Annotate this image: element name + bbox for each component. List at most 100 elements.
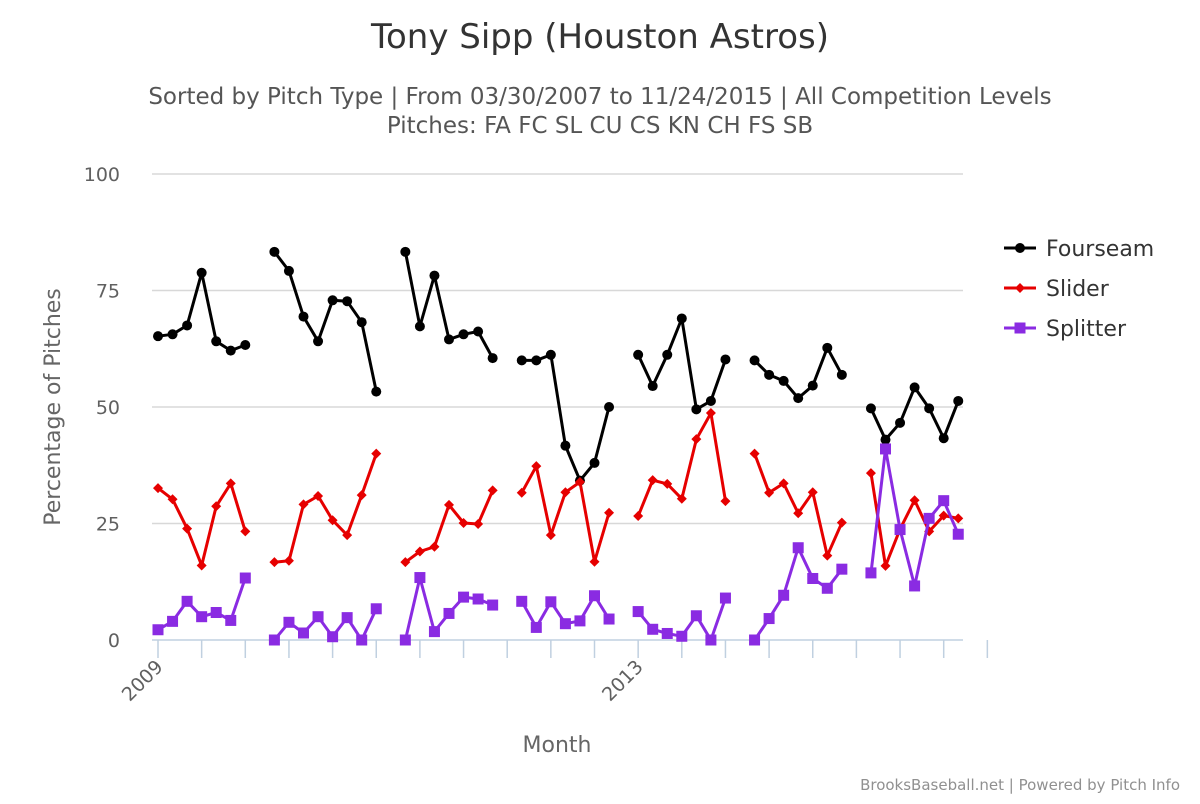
point-splitter	[792, 542, 804, 554]
point-slider	[167, 494, 178, 505]
point-fourseam	[924, 403, 935, 414]
point-fourseam	[807, 380, 818, 391]
point-slider	[444, 499, 454, 510]
point-slider	[836, 517, 847, 528]
x-tick-label-2009: 2009	[118, 656, 168, 706]
point-slider	[865, 468, 876, 479]
point-splitter	[312, 611, 324, 623]
point-splitter	[516, 595, 528, 607]
grid-lines	[152, 173, 963, 525]
point-fourseam	[865, 403, 876, 414]
point-splitter	[647, 623, 659, 635]
point-splitter	[399, 634, 411, 646]
point-slider	[662, 478, 673, 489]
y-tick-label-75: 75	[96, 281, 120, 303]
credits-text[interactable]: BrooksBaseball.net | Powered by Pitch In…	[860, 776, 1180, 794]
point-slider	[822, 550, 833, 561]
point-fourseam	[895, 417, 906, 428]
point-splitter	[327, 631, 339, 643]
point-splitter	[676, 630, 688, 642]
point-splitter	[865, 567, 877, 579]
point-splitter	[472, 593, 484, 605]
point-splitter	[414, 572, 426, 584]
point-splitter	[749, 634, 761, 646]
point-splitter	[632, 606, 644, 618]
point-splitter	[778, 589, 790, 601]
legend-marker-slider	[1015, 283, 1025, 293]
point-splitter	[821, 582, 833, 594]
point-splitter	[545, 596, 557, 608]
point-slider	[342, 530, 353, 541]
point-fourseam	[240, 340, 251, 351]
series-line-fourseam	[157, 250, 960, 483]
point-fourseam	[938, 433, 949, 444]
point-splitter	[356, 634, 368, 646]
point-slider	[793, 508, 804, 519]
point-fourseam	[647, 381, 658, 392]
point-splitter	[894, 524, 906, 536]
point-splitter	[428, 626, 440, 638]
point-slider	[429, 541, 440, 552]
legend-item-splitter[interactable]: Splitter	[1004, 317, 1127, 342]
point-slider	[327, 515, 338, 526]
point-fourseam	[283, 265, 294, 276]
point-slider	[705, 408, 716, 419]
point-slider	[531, 461, 542, 472]
point-splitter	[574, 615, 586, 627]
point-splitter	[341, 612, 353, 624]
point-slider	[633, 511, 644, 522]
y-tick-label-25: 25	[96, 514, 120, 536]
point-slider	[749, 448, 760, 459]
point-splitter	[283, 616, 295, 628]
series-line-splitter	[157, 447, 960, 642]
point-fourseam	[764, 369, 775, 380]
legend-item-slider[interactable]: Slider	[1004, 277, 1110, 302]
point-fourseam	[822, 342, 833, 353]
point-slider	[560, 487, 571, 498]
point-splitter	[603, 613, 615, 625]
point-slider	[764, 487, 775, 498]
point-splitter	[705, 634, 717, 646]
x-axis: 2009 2013	[118, 639, 989, 706]
point-fourseam	[167, 329, 178, 340]
legend: Fourseam Slider Splitter	[1004, 237, 1154, 342]
point-slider	[298, 499, 309, 510]
point-fourseam	[473, 326, 484, 337]
point-slider	[487, 485, 498, 496]
point-slider	[778, 478, 789, 489]
point-splitter	[239, 572, 251, 584]
series-splitter	[152, 443, 964, 646]
point-fourseam	[269, 246, 280, 257]
point-slider	[953, 513, 964, 524]
point-splitter	[719, 592, 731, 604]
y-axis: 0 25 50 75 100	[84, 164, 120, 652]
point-splitter	[807, 572, 819, 584]
point-fourseam	[414, 321, 425, 332]
point-splitter	[225, 614, 237, 626]
point-fourseam	[720, 354, 731, 365]
point-fourseam	[196, 267, 207, 278]
series-line-slider	[157, 411, 959, 568]
point-slider	[676, 493, 687, 504]
point-fourseam	[836, 369, 847, 380]
point-splitter	[559, 618, 571, 630]
point-fourseam	[633, 349, 644, 360]
point-fourseam	[589, 457, 600, 468]
point-slider	[313, 491, 324, 502]
point-fourseam	[880, 434, 891, 445]
point-slider	[400, 557, 411, 568]
point-fourseam	[444, 334, 454, 345]
point-fourseam	[793, 393, 804, 404]
point-fourseam	[691, 404, 702, 415]
point-slider	[909, 495, 920, 506]
x-axis-title: Month	[523, 733, 592, 758]
y-tick-label-100: 100	[84, 164, 120, 186]
point-splitter	[880, 443, 891, 455]
point-splitter	[661, 627, 673, 639]
point-fourseam	[182, 320, 193, 331]
legend-marker-splitter	[1014, 322, 1026, 334]
point-slider	[182, 523, 193, 534]
point-slider	[807, 487, 818, 498]
legend-item-fourseam[interactable]: Fourseam	[1004, 237, 1154, 262]
